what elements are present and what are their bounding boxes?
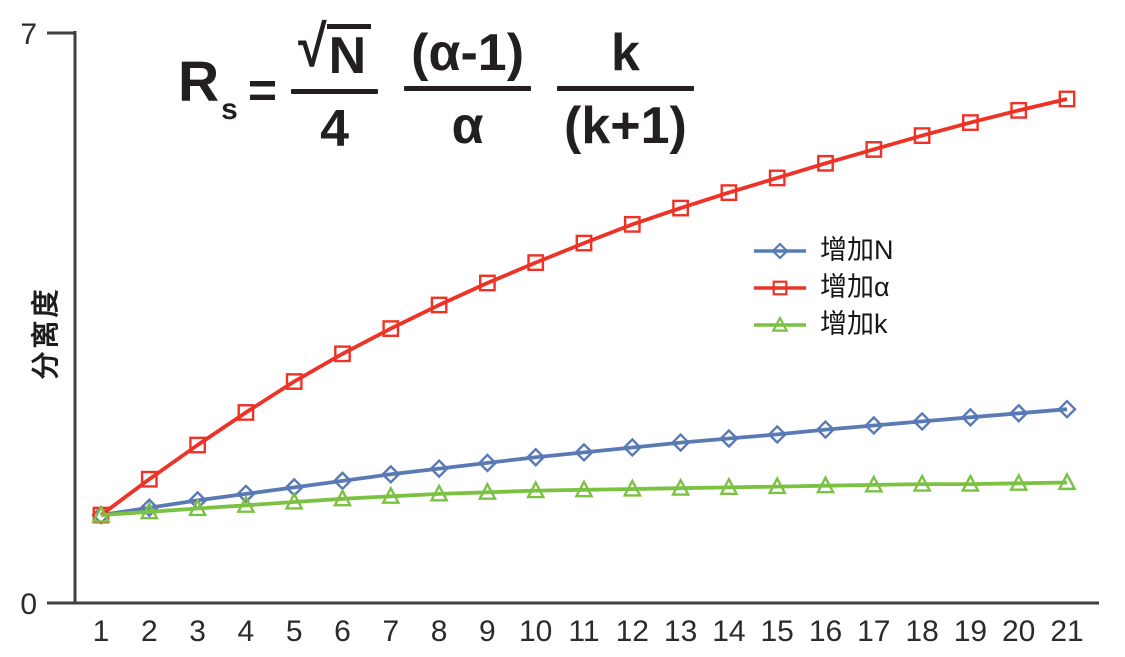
y-tick-label: 0 <box>20 588 37 621</box>
legend-item-increase-N: 增加N <box>752 232 894 269</box>
axes <box>47 31 1099 605</box>
x-tick-label: 5 <box>286 615 303 648</box>
equals-sign: = <box>247 61 278 118</box>
legend-label: 增加α <box>820 272 890 302</box>
fraction1-denominator: 4 <box>320 100 350 158</box>
legend-label: 增加N <box>820 235 894 265</box>
x-tick-label: 9 <box>479 615 496 648</box>
legend-marker-diamond-icon <box>754 241 806 260</box>
x-tick-label: 4 <box>238 615 255 648</box>
fraction2-denominator: α <box>451 97 484 155</box>
x-tick-labels: 1 2 3 4 5 6 7 8 9 10 11 12 13 14 15 16 17 18 19 20 21 <box>93 615 1084 648</box>
x-tick-label: 14 <box>712 615 745 648</box>
y-tick-labels: 07 <box>20 18 37 621</box>
resolution-formula: Rs = √ N 4 (α-1) α k (k+1) <box>178 18 694 158</box>
x-tick-label: 18 <box>905 615 938 648</box>
formula-lhs-subscript: s <box>221 93 238 126</box>
legend: 增加N 增加α 增加k <box>752 232 894 343</box>
fraction1-numerator: √ N <box>291 18 378 82</box>
formula-lhs: Rs <box>178 50 238 126</box>
x-tick-label: 20 <box>1002 615 1035 648</box>
series-increase-k <box>91 471 1077 523</box>
fraction3-denominator: (k+1) <box>564 97 687 155</box>
fraction-alpha: (α-1) α <box>404 24 532 155</box>
legend-item-increase-k: 增加k <box>752 306 894 343</box>
x-tick-label: 12 <box>616 615 649 648</box>
y-axis-title: 分离度 <box>30 286 61 380</box>
fraction2-bar <box>404 86 532 91</box>
x-tick-label: 2 <box>141 615 158 648</box>
fraction1-bar <box>291 89 379 94</box>
y-tick-label: 7 <box>20 18 37 51</box>
legend-label: 增加k <box>820 309 888 339</box>
x-tick-label: 15 <box>761 615 794 648</box>
fraction3-bar <box>557 86 694 91</box>
series-increase-alpha <box>92 90 1076 524</box>
fraction3-numerator: k <box>610 24 640 82</box>
legend-marker-triangle-icon <box>754 315 806 332</box>
x-tick-label: 19 <box>954 615 987 648</box>
x-tick-label: 8 <box>431 615 448 648</box>
x-tick-label: 21 <box>1050 615 1083 648</box>
x-tick-label: 10 <box>519 615 552 648</box>
x-tick-label: 3 <box>189 615 206 648</box>
x-tick-label: 17 <box>857 615 890 648</box>
x-tick-label: 11 <box>568 615 599 648</box>
x-tick-label: 13 <box>664 615 697 648</box>
legend-item-increase-alpha: 增加α <box>752 269 894 306</box>
fraction-k: k (k+1) <box>557 27 694 152</box>
series-increase-N <box>91 399 1077 525</box>
x-tick-label: 1 <box>93 615 110 648</box>
x-tick-label: 7 <box>382 615 399 648</box>
x-tick-label: 6 <box>334 615 351 648</box>
x-tick-label: 16 <box>809 615 842 648</box>
fraction2-numerator: (α-1) <box>411 24 525 82</box>
legend-marker-square-icon <box>754 280 806 295</box>
fraction-sqrtN-over-4: √ N 4 <box>291 18 379 158</box>
radical-sign: √ <box>298 14 327 80</box>
